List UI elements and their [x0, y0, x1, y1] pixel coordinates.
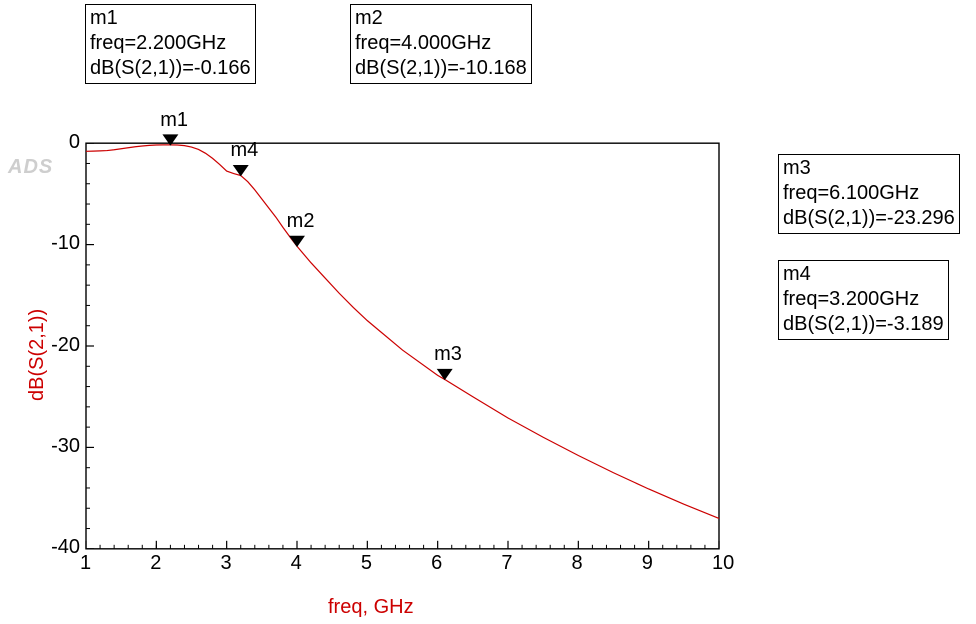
marker-box-name: m1: [90, 6, 251, 31]
marker-box-freq: freq=6.100GHz: [783, 181, 955, 206]
marker-box-name: m3: [783, 156, 955, 181]
marker-box-m3: m3 freq=6.100GHz dB(S(2,1))=-23.296: [778, 154, 960, 234]
x-axis-label: freq, GHz: [328, 596, 414, 619]
y-tick-label: -40: [51, 536, 80, 559]
marker-label: m2: [287, 210, 315, 233]
chart-container: m1 freq=2.200GHz dB(S(2,1))=-0.166 m2 fr…: [0, 0, 976, 624]
marker-box-value: dB(S(2,1))=-23.296: [783, 206, 955, 231]
y-tick-label: 0: [69, 131, 80, 154]
marker-label: m1: [160, 109, 188, 132]
marker-box-m1: m1 freq=2.200GHz dB(S(2,1))=-0.166: [85, 4, 256, 84]
marker-box-freq: freq=4.000GHz: [355, 31, 527, 56]
marker-box-value: dB(S(2,1))=-0.166: [90, 56, 251, 81]
x-tick-label: 4: [291, 552, 302, 575]
marker-box-m4: m4 freq=3.200GHz dB(S(2,1))=-3.189: [778, 260, 949, 340]
y-axis-label: dB(S(2,1)): [26, 308, 49, 400]
marker-box-value: dB(S(2,1))=-10.168: [355, 56, 527, 81]
x-tick-label: 9: [642, 552, 653, 575]
marker-label: m3: [434, 343, 462, 366]
y-tick-label: -10: [51, 232, 80, 255]
marker-box-value: dB(S(2,1))=-3.189: [783, 312, 944, 337]
x-tick-label: 2: [150, 552, 161, 575]
marker-box-name: m2: [355, 6, 527, 31]
x-tick-label: 3: [220, 552, 231, 575]
x-tick-label: 8: [572, 552, 583, 575]
marker-box-freq: freq=2.200GHz: [90, 31, 251, 56]
marker-box-m2: m2 freq=4.000GHz dB(S(2,1))=-10.168: [350, 4, 532, 84]
x-tick-label: 1: [80, 552, 91, 575]
plot-svg: [86, 143, 719, 549]
x-tick-label: 5: [361, 552, 372, 575]
y-tick-label: -30: [51, 435, 80, 458]
y-tick-label: -20: [51, 334, 80, 357]
marker-label: m4: [230, 139, 258, 162]
marker-box-name: m4: [783, 262, 944, 287]
x-tick-label: 6: [431, 552, 442, 575]
plot-area: [86, 143, 718, 548]
ads-watermark: ADS: [8, 156, 53, 179]
marker-box-freq: freq=3.200GHz: [783, 287, 944, 312]
x-tick-label: 7: [501, 552, 512, 575]
x-tick-label: 10: [712, 552, 734, 575]
